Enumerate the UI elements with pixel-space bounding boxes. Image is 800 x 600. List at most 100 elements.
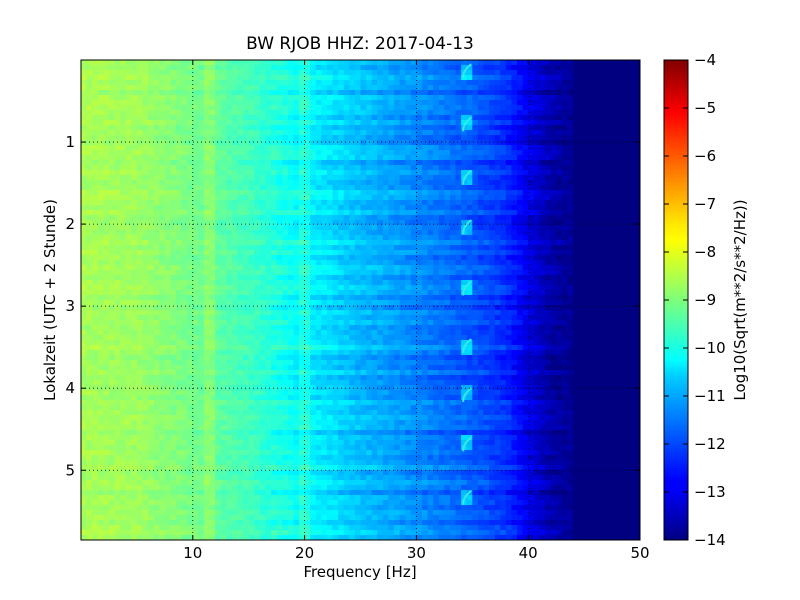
spectrogram-cell bbox=[410, 225, 417, 231]
spectrogram-cell bbox=[533, 300, 540, 306]
spectrogram-cell bbox=[600, 185, 608, 191]
spectrogram-cell bbox=[366, 75, 373, 81]
spectrogram-cell bbox=[131, 105, 138, 111]
spectrogram-cell bbox=[321, 125, 328, 131]
spectrogram-cell bbox=[595, 110, 602, 116]
spectrogram-cell bbox=[248, 60, 255, 66]
spectrogram-cell bbox=[103, 210, 110, 216]
spectrogram-cell bbox=[321, 260, 328, 266]
spectrogram-cell bbox=[494, 145, 501, 151]
spectrogram-cell bbox=[567, 90, 574, 96]
spectrogram-cell bbox=[533, 105, 540, 111]
spectrogram-cell bbox=[405, 280, 412, 286]
spectrogram-cell bbox=[388, 300, 395, 306]
spectrogram-cell bbox=[410, 230, 417, 236]
spectrogram-cell bbox=[461, 100, 468, 106]
spectrogram-cell bbox=[567, 65, 574, 71]
spectrogram-cell bbox=[561, 185, 568, 191]
spectrogram-cell bbox=[304, 125, 311, 131]
spectrogram-cell bbox=[567, 235, 574, 241]
spectrogram-cell bbox=[489, 160, 496, 166]
spectrogram-cell bbox=[259, 210, 267, 216]
spectrogram-cell bbox=[449, 85, 457, 91]
spectrogram-cell bbox=[81, 270, 88, 276]
spectrogram-cell bbox=[271, 110, 278, 116]
spectrogram-cell bbox=[405, 275, 412, 281]
spectrogram-cell bbox=[584, 235, 591, 241]
spectrogram-cell bbox=[556, 220, 563, 226]
spectrogram-cell bbox=[125, 105, 132, 111]
spectrogram-cell bbox=[472, 120, 479, 126]
spectrogram-cell bbox=[243, 270, 250, 276]
spectrogram-cell bbox=[203, 240, 211, 246]
spectrogram-cell bbox=[438, 95, 445, 101]
spectrogram-cell bbox=[125, 155, 132, 161]
spectrogram-cell bbox=[321, 225, 328, 231]
spectrogram-cell bbox=[449, 95, 457, 101]
spectrogram-cell bbox=[595, 95, 602, 101]
spectrogram-cell bbox=[382, 170, 390, 176]
spectrogram-cell bbox=[528, 185, 535, 191]
spectrogram-cell bbox=[416, 200, 423, 206]
spectrogram-cell bbox=[589, 290, 596, 296]
spectrogram-cell bbox=[299, 295, 306, 301]
spectrogram-cell bbox=[142, 250, 149, 256]
spectrogram-cell bbox=[136, 135, 144, 141]
spectrogram-cell bbox=[371, 230, 378, 236]
spectrogram-cell bbox=[449, 140, 457, 146]
spectrogram-cell bbox=[584, 230, 591, 236]
spectrogram-cell bbox=[394, 115, 401, 121]
spectrogram-cell bbox=[131, 280, 138, 286]
spectrogram-cell bbox=[561, 270, 568, 276]
spectrogram-cell bbox=[617, 200, 624, 206]
spectrogram-cell bbox=[634, 145, 640, 151]
spectrogram-cell bbox=[114, 65, 121, 71]
spectrogram-cell bbox=[108, 65, 116, 71]
spectrogram-cell bbox=[421, 150, 429, 156]
spectrogram-cell bbox=[517, 105, 524, 111]
spectrogram-cell bbox=[131, 175, 138, 181]
spectrogram-cell bbox=[287, 275, 295, 281]
spectrogram-cell bbox=[600, 190, 608, 196]
spectrogram-cell bbox=[388, 175, 395, 181]
spectrogram-cell bbox=[203, 105, 211, 111]
spectrogram-cell bbox=[561, 145, 568, 151]
spectrogram-cell bbox=[405, 135, 412, 141]
spectrogram-cell bbox=[634, 125, 640, 131]
spectrogram-cell bbox=[321, 300, 328, 306]
spectrogram-cell bbox=[326, 205, 334, 211]
spectrogram-cell bbox=[293, 230, 300, 236]
spectrogram-cell bbox=[612, 240, 619, 246]
spectrogram-cell bbox=[282, 60, 289, 66]
spectrogram-cell bbox=[433, 270, 440, 276]
spectrogram-cell bbox=[472, 265, 479, 271]
spectrogram-cell bbox=[444, 245, 451, 251]
spectrogram-cell bbox=[148, 75, 155, 81]
spectrogram-cell bbox=[377, 240, 384, 246]
spectrogram-cell bbox=[326, 305, 334, 311]
spectrogram-cell bbox=[612, 140, 619, 146]
spectrogram-cell bbox=[354, 170, 362, 176]
spectrogram-cell bbox=[433, 165, 440, 171]
spectrogram-cell bbox=[220, 195, 227, 201]
spectrogram-cell bbox=[449, 130, 457, 136]
spectrogram-cell bbox=[265, 265, 272, 271]
spectrogram-cell bbox=[455, 205, 462, 211]
spectrogram-cell bbox=[416, 275, 423, 281]
spectrogram-cell bbox=[544, 150, 552, 156]
spectrogram-cell bbox=[595, 170, 602, 176]
spectrogram-cell bbox=[276, 175, 283, 181]
spectrogram-cell bbox=[248, 295, 255, 301]
spectrogram-cell bbox=[315, 305, 322, 311]
spectrogram-cell bbox=[176, 200, 183, 206]
spectrogram-cell bbox=[366, 200, 373, 206]
spectrogram-cell bbox=[287, 100, 295, 106]
spectrogram-cell bbox=[438, 265, 445, 271]
spectrogram-cell bbox=[176, 190, 183, 196]
spectrogram-cell bbox=[572, 60, 580, 66]
spectrogram-cell bbox=[243, 295, 250, 301]
spectrogram-cell bbox=[136, 300, 144, 306]
spectrogram-cell bbox=[427, 95, 434, 101]
spectrogram-cell bbox=[595, 270, 602, 276]
spectrogram-cell bbox=[114, 245, 121, 251]
